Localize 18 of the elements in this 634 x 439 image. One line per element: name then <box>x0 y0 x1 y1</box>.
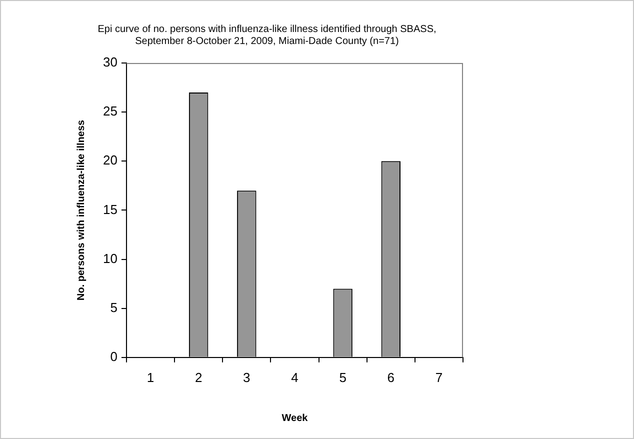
y-tick-label: 25 <box>102 104 118 119</box>
x-tick-label: 5 <box>339 370 346 385</box>
y-tick-label: 15 <box>102 202 118 217</box>
y-tick-label: 0 <box>110 348 118 364</box>
text: September 8-October 21, 2009, Miami-Dade County (n=71) <box>135 36 399 47</box>
y-tick-label: 30 <box>102 54 118 70</box>
x-tick-label: 3 <box>243 370 250 385</box>
x-axis-title: Week <box>282 412 308 424</box>
y-axis-title: No. persons with influenza-like illness <box>76 119 87 300</box>
x-tick-label: 7 <box>435 370 443 385</box>
y-tick-label: 10 <box>102 250 118 266</box>
x-tick-label: 1 <box>146 370 154 385</box>
x-tick-label: 4 <box>291 370 298 385</box>
y-tick-label: 20 <box>102 152 118 168</box>
text: Epi curve of no. persons with influenza-like illness identified through SBASS, <box>98 24 436 35</box>
x-tick-label: 2 <box>194 370 202 385</box>
y-tick-label: 5 <box>110 300 118 315</box>
x-tick-label: 6 <box>387 370 394 385</box>
